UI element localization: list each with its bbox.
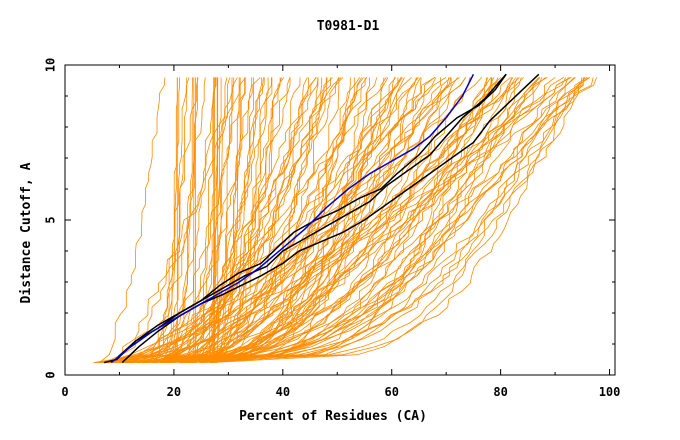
orange-curve: [209, 77, 215, 363]
orange-curve: [155, 77, 317, 363]
y-tick-label: 0: [44, 371, 58, 378]
orange-curve: [206, 77, 361, 363]
x-tick-label: 60: [385, 385, 399, 399]
orange-curve: [179, 77, 588, 363]
orange-curve: [161, 77, 178, 363]
x-tick-label: 20: [167, 385, 181, 399]
orange-curve: [152, 77, 569, 363]
orange-curve: [145, 77, 421, 363]
orange-curve: [124, 77, 261, 363]
orange-curve: [99, 77, 452, 363]
x-tick-label: 40: [276, 385, 290, 399]
orange-curve: [108, 77, 598, 363]
orange-curve: [188, 77, 575, 363]
orange-curve: [102, 77, 591, 363]
orange-curve: [146, 77, 417, 363]
orange-curve: [142, 77, 402, 363]
orange-curve: [159, 77, 459, 363]
y-tick-label: 10: [44, 58, 58, 72]
x-axis-label: Percent of Residues (CA): [239, 409, 427, 424]
orange-curve: [126, 77, 483, 363]
orange-curve: [184, 77, 517, 363]
orange-curve: [169, 77, 254, 363]
orange-curve: [155, 77, 317, 363]
orange-curve: [209, 77, 387, 363]
orange-curve: [147, 77, 572, 363]
orange-curve: [148, 77, 265, 363]
orange-curve: [109, 77, 546, 363]
orange-curve: [211, 77, 585, 363]
orange-curve: [122, 77, 487, 363]
orange-curve: [128, 77, 193, 363]
orange-curve: [128, 77, 499, 363]
orange-curve: [199, 77, 584, 363]
orange-curve: [128, 77, 418, 363]
chart-title: T0981-D1: [317, 19, 380, 34]
orange-curve: [165, 77, 198, 363]
orange-curve: [99, 77, 166, 363]
x-tick-label: 80: [493, 385, 507, 399]
orange-curve: [112, 77, 206, 363]
y-axis-label: Distance Cutoff, A: [19, 162, 34, 303]
orange-curve: [159, 77, 594, 363]
orange-curve: [122, 77, 340, 363]
orange-curve: [141, 77, 437, 363]
orange-curve: [104, 77, 235, 363]
orange-curve: [152, 77, 228, 363]
axes: 0 20 40 60 80 100 0 5 10: [44, 58, 621, 399]
orange-curve: [126, 77, 467, 363]
orange-curve: [185, 77, 571, 363]
orange-curve: [98, 77, 342, 363]
orange-curve: [127, 77, 522, 363]
orange-curve: [94, 77, 589, 363]
orange-curve: [163, 77, 188, 363]
orange-curve: [136, 77, 328, 363]
series-line-blue: [110, 73, 475, 364]
orange-curve: [191, 77, 196, 363]
orange-curve: [180, 77, 340, 363]
orange-curve: [168, 77, 291, 363]
orange-curve: [214, 77, 450, 363]
orange-curve: [138, 77, 586, 363]
orange-curve: [144, 77, 344, 363]
orange-curve: [113, 77, 447, 363]
orange-curve: [93, 77, 366, 363]
orange-curve: [111, 77, 247, 363]
y-tick-label: 5: [44, 216, 58, 223]
orange-curve: [180, 77, 308, 363]
orange-curve: [192, 77, 505, 363]
orange-curve: [202, 77, 540, 363]
orange-curve: [130, 77, 435, 363]
orange-curve: [103, 77, 567, 363]
orange-curve: [146, 77, 452, 363]
orange-curve: [169, 77, 319, 363]
orange-curve: [169, 77, 511, 363]
orange-curve: [145, 77, 262, 363]
orange-curve: [128, 77, 441, 363]
x-tick-label: 0: [61, 385, 68, 399]
orange-curve: [165, 77, 495, 363]
orange-curve: [203, 77, 233, 363]
orange-curve: [101, 77, 291, 363]
orange-curve: [159, 77, 452, 363]
series-line-black-1: [104, 73, 507, 364]
series-line-black-3: [117, 73, 507, 357]
orange-curve: [108, 77, 389, 363]
orange-curve: [119, 77, 419, 363]
series-lines: [104, 73, 540, 364]
x-tick-label: 100: [599, 385, 621, 399]
